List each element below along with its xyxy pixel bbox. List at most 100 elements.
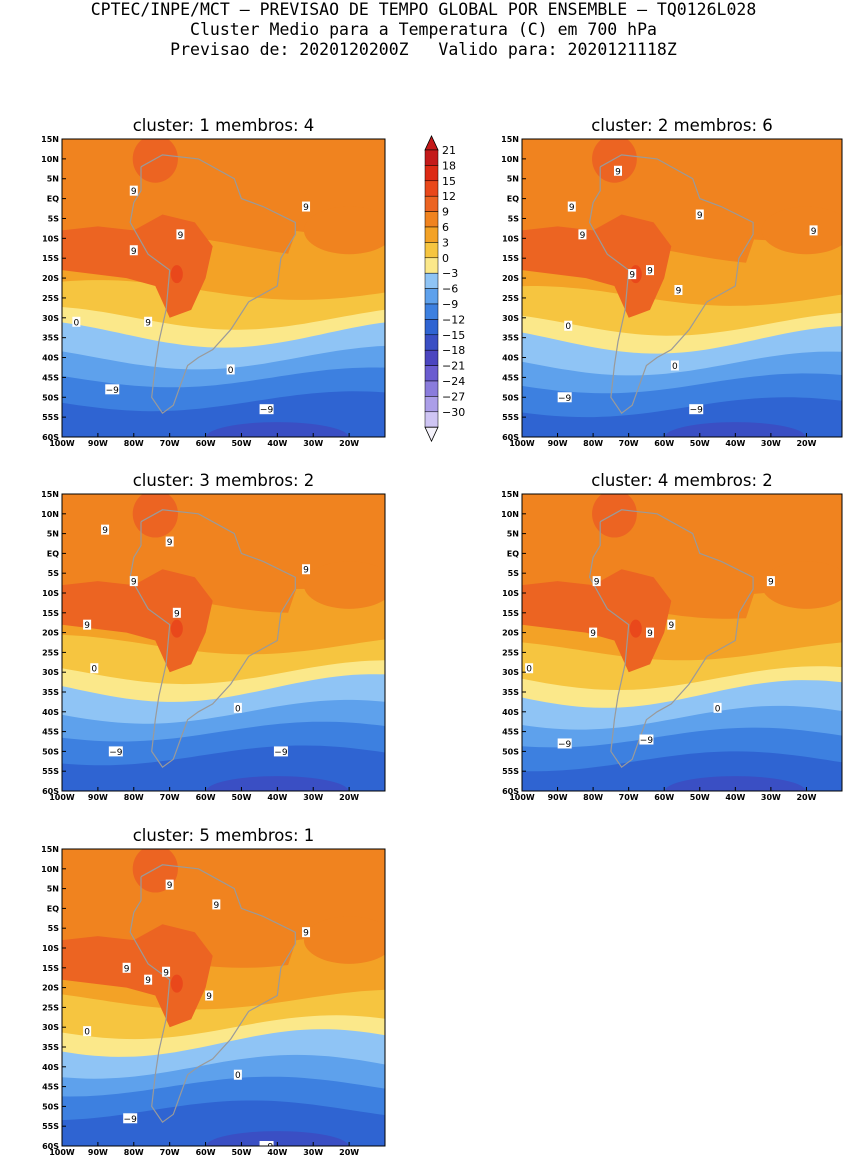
lon-tick-label: 50W xyxy=(690,439,710,448)
contour-label-box xyxy=(567,201,576,212)
lat-tick-label: 5S xyxy=(48,214,60,223)
contour-label: −9 xyxy=(557,738,572,750)
colorbar-label: 3 xyxy=(442,236,449,249)
warm-region xyxy=(132,494,178,538)
lat-tick-label: 5N xyxy=(47,530,59,539)
contour-label-box xyxy=(639,734,654,745)
contour-label: 9 xyxy=(129,245,138,257)
lon-tick-label: 100W xyxy=(509,793,535,802)
contour-label-box xyxy=(667,619,676,630)
contour-label: −9 xyxy=(273,746,288,758)
contour-label: 9 xyxy=(129,576,138,588)
colorbar-label: −12 xyxy=(442,313,465,326)
contour-label-box xyxy=(525,663,534,674)
warm-region xyxy=(62,214,213,318)
map-panel-2: 9 9 9 9 9 9 9 9 0 0 −9 −9 cluster: 2 membros: 6 15N 10… xyxy=(501,116,843,448)
lat-tick-label: 5S xyxy=(48,924,60,933)
contour-label-text: 9 xyxy=(615,167,621,177)
lat-tick-label: 15S xyxy=(502,609,519,618)
contour-label-text: 9 xyxy=(206,992,212,1002)
contour-label-text: 9 xyxy=(647,629,653,639)
contour-label-text: −9 xyxy=(558,740,572,750)
colorbar-swatch xyxy=(424,211,439,228)
lon-tick-label: 60W xyxy=(196,439,216,448)
lat-tick-label: 30S xyxy=(502,668,519,677)
contour-label-text: 9 xyxy=(697,211,703,221)
lon-tick-label: 30W xyxy=(761,439,781,448)
colorbar-swatch xyxy=(424,195,439,212)
lat-tick-label: 20S xyxy=(502,629,519,638)
header-line-1: CPTEC/INPE/MCT – PREVISAO DE TEMPO GLOBA… xyxy=(90,0,757,19)
lat-tick-label: 10N xyxy=(41,510,59,519)
lon-tick-label: 80W xyxy=(583,439,603,448)
lon-tick-label: 20W xyxy=(339,439,359,448)
contour-label-text: 9 xyxy=(145,976,151,986)
contour-label-box xyxy=(564,320,573,331)
colorbar-label: −9 xyxy=(442,298,458,311)
contour-label-text: 0 xyxy=(228,366,234,376)
lon-tick-label: 80W xyxy=(124,793,144,802)
lon-tick-label: 100W xyxy=(49,439,75,448)
lon-tick-label: 30W xyxy=(761,793,781,802)
lon-tick-label: 90W xyxy=(88,1148,108,1157)
contour-label-box xyxy=(129,576,138,587)
lat-tick-label: 40S xyxy=(502,708,519,717)
warm-region xyxy=(592,139,637,183)
contour-label-box xyxy=(205,990,214,1001)
contour-label-text: 9 xyxy=(594,578,600,588)
warm-region xyxy=(522,569,672,673)
lon-tick-label: 60W xyxy=(196,1148,216,1157)
contour-label: 9 xyxy=(122,962,131,974)
contour-label: 9 xyxy=(592,576,601,588)
contour-label: 9 xyxy=(302,927,311,939)
warm-region xyxy=(522,214,672,318)
lon-tick-label: 40W xyxy=(267,439,287,448)
contour-label-text: 0 xyxy=(91,665,97,675)
contour-label-text: 9 xyxy=(668,621,674,631)
lat-tick-label: 25S xyxy=(502,648,519,657)
lat-tick-label: 15N xyxy=(41,845,59,854)
contour-label-box xyxy=(302,201,311,212)
temperature-field: 9 9 9 9 9 0 0 −9 −9 xyxy=(62,139,385,437)
lat-tick-label: EQ xyxy=(47,549,59,558)
lat-tick-label: 50S xyxy=(502,393,519,402)
lat-tick-label: 10N xyxy=(501,510,519,519)
contour-label-box xyxy=(108,746,123,757)
lat-tick-label: 35S xyxy=(502,688,519,697)
colorbar-swatch xyxy=(424,380,439,397)
colorbar-label: −21 xyxy=(442,360,465,373)
panel-title: cluster: 2 membros: 6 xyxy=(591,116,773,135)
contour-label-text: 9 xyxy=(768,578,774,588)
colorbar-swatch xyxy=(424,288,439,305)
lon-tick-label: 90W xyxy=(88,793,108,802)
lon-tick-label: 30W xyxy=(303,793,323,802)
lon-tick-label: 80W xyxy=(124,439,144,448)
lon-tick-label: 40W xyxy=(267,793,287,802)
contour-label-box xyxy=(766,576,775,587)
contour-label-text: 9 xyxy=(174,609,180,619)
lon-tick-label: 60W xyxy=(654,439,674,448)
contour-label-box xyxy=(90,663,99,674)
contour-label: 9 xyxy=(165,879,174,891)
lon-tick-label: 40W xyxy=(267,1148,287,1157)
contour-label-text: −9 xyxy=(260,1143,274,1153)
contour-label-box xyxy=(105,384,120,395)
map-panel-4: 9 9 9 9 9 0 0 −9 −9 cluster: 4 membros: 2 15N 10N 5N… xyxy=(501,471,843,802)
colorbar-swatch xyxy=(424,396,439,413)
lat-tick-label: 5S xyxy=(48,569,60,578)
colorbar-swatch xyxy=(424,149,439,166)
contour-label: 0 xyxy=(525,663,534,675)
contour-label-box xyxy=(165,536,174,547)
colorbar-label: −27 xyxy=(442,390,465,403)
lat-tick-label: 30S xyxy=(502,314,519,323)
lon-tick-label: 50W xyxy=(231,439,251,448)
contour-label: −9 xyxy=(689,404,704,416)
contour-label-box xyxy=(592,576,601,587)
contour-label-box xyxy=(646,265,654,276)
contour-label-text: 9 xyxy=(303,929,309,939)
contour-label: 9 xyxy=(766,576,775,588)
contour-label-text: 0 xyxy=(73,318,79,328)
lon-tick-label: 30W xyxy=(303,1148,323,1157)
contour-label-box xyxy=(809,225,818,236)
